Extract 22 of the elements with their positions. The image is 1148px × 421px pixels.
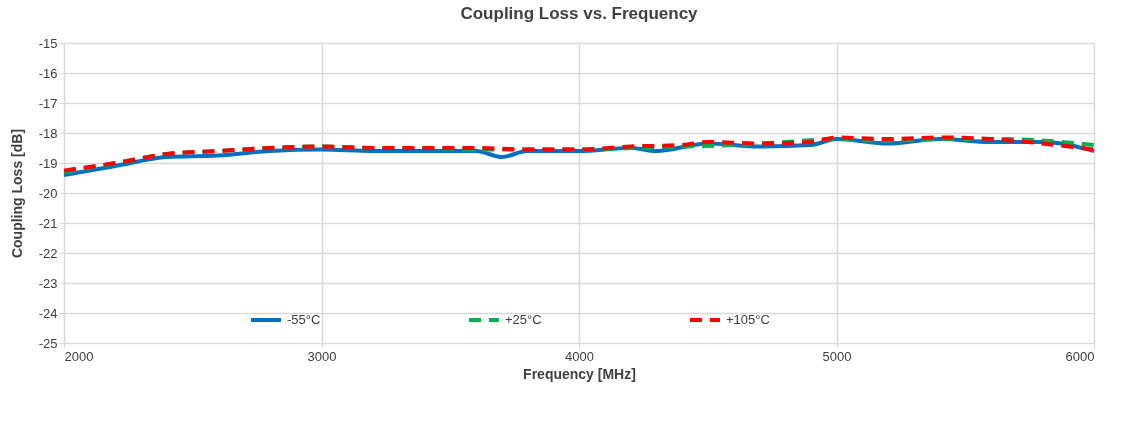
y-tick-label: -25 [38,335,58,351]
chart-title: Coupling Loss vs. Frequency [460,4,699,23]
legend-label: +105°C [726,312,770,327]
legend-label: +25°C [505,312,542,327]
y-tick-label: -19 [38,155,58,171]
y-axis-title: Coupling Loss [dB] [8,128,25,259]
y-tick-label: -22 [38,245,58,261]
x-tick-label: 3000 [307,348,337,364]
y-tick-label: -16 [38,65,58,81]
legend-label: -55°C [287,312,321,327]
y-tick-label: -20 [38,185,58,201]
y-tick-label: -21 [38,215,58,231]
x-tick-label: 2000 [64,348,94,364]
y-tick-label: -23 [38,275,58,291]
y-tick-label: -15 [38,35,58,51]
x-tick-label: 4000 [565,348,594,364]
x-axis-title: Frequency [MHz] [523,365,636,382]
x-tick-label: 6000 [1065,348,1095,364]
x-tick-label: 5000 [822,348,852,364]
y-tick-label: -24 [38,305,58,321]
y-tick-label: -18 [38,125,58,141]
y-tick-label: -17 [38,95,58,111]
